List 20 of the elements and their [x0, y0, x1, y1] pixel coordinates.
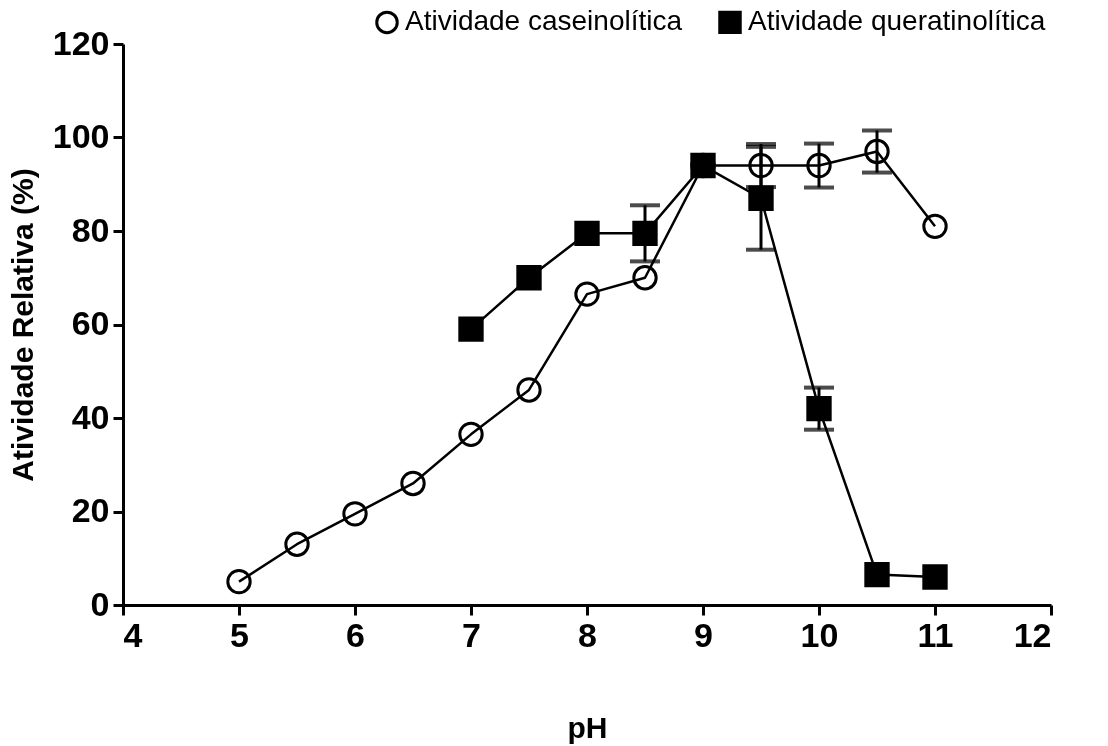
legend-label: Atividade caseinolítica: [405, 5, 683, 37]
x-axis-title: pH: [567, 710, 608, 744]
y-tick-label: 80: [71, 210, 110, 249]
legend-label: Atividade queratinolítica: [748, 5, 1046, 37]
x-tick-label: 12: [1013, 615, 1052, 654]
y-tick-label: 40: [71, 397, 110, 436]
y-tick-label: 100: [52, 117, 110, 155]
x-tick-label: 11: [917, 615, 954, 654]
y-tick-label: 120: [52, 23, 110, 62]
x-tick-label: 6: [346, 615, 365, 654]
y-axis-title: Atividade Relativa (%): [5, 168, 39, 482]
y-tick-label: 0: [90, 584, 110, 623]
y-tick-label: 20: [71, 491, 110, 529]
x-tick-label: 10: [800, 615, 839, 654]
x-tick-label: 8: [578, 615, 597, 654]
x-tick-label: 5: [230, 615, 249, 654]
y-tick-label: 60: [71, 304, 110, 342]
x-tick-label: 9: [694, 615, 713, 654]
x-tick-label: 7: [462, 615, 481, 654]
x-tick-label: 4: [123, 615, 143, 654]
